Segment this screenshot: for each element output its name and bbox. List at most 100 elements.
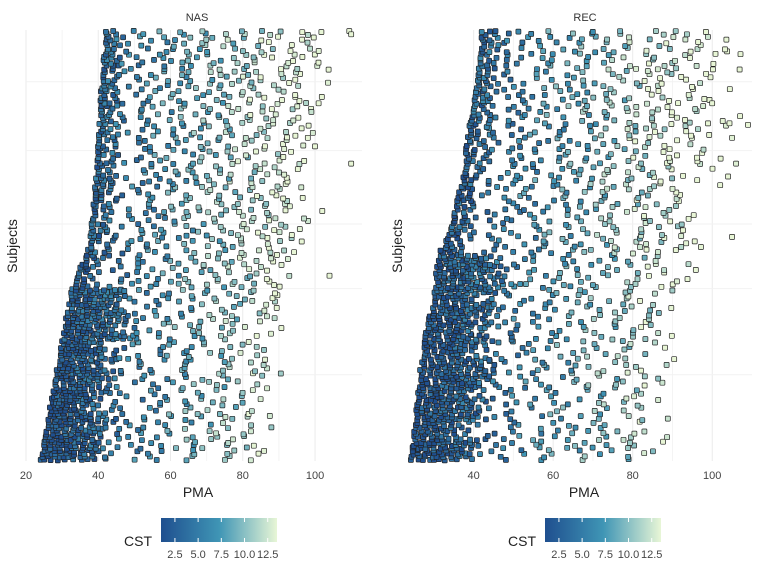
data-point — [646, 134, 653, 140]
data-point — [574, 299, 581, 306]
data-point — [480, 138, 487, 144]
legend-tick-label: 12.5 — [257, 549, 278, 561]
data-point — [179, 59, 186, 66]
data-point — [109, 267, 116, 274]
data-point — [119, 192, 126, 199]
data-point — [129, 341, 136, 348]
data-point — [162, 166, 169, 172]
data-point — [229, 161, 236, 167]
data-point — [512, 307, 519, 314]
data-point — [661, 126, 668, 133]
data-point — [476, 141, 483, 147]
data-point — [229, 415, 236, 422]
data-point — [142, 146, 148, 152]
data-point — [193, 85, 199, 91]
data-point — [268, 424, 275, 431]
data-point — [608, 447, 615, 454]
data-point — [160, 320, 167, 327]
data-point — [480, 301, 487, 307]
data-point — [531, 221, 538, 228]
data-point — [166, 336, 173, 343]
data-point — [97, 395, 104, 402]
data-point — [475, 442, 482, 449]
data-point — [263, 200, 270, 207]
data-point — [509, 392, 515, 399]
data-point — [204, 243, 211, 250]
data-point — [462, 394, 469, 401]
data-point — [111, 375, 118, 382]
data-point — [264, 210, 270, 216]
data-point — [682, 117, 688, 123]
data-point — [199, 184, 205, 190]
data-point — [220, 396, 227, 403]
data-point — [248, 408, 255, 415]
data-point — [534, 117, 540, 124]
data-point — [155, 385, 162, 392]
data-point — [658, 283, 665, 290]
data-point — [243, 226, 250, 233]
data-point — [705, 120, 711, 127]
data-point — [102, 212, 109, 219]
data-point — [638, 226, 645, 233]
data-point — [580, 347, 587, 354]
data-point — [548, 57, 555, 64]
data-point — [125, 40, 131, 47]
data-point — [217, 166, 223, 173]
data-point — [627, 340, 634, 347]
data-point — [641, 78, 648, 84]
data-point — [176, 298, 182, 305]
data-point — [222, 318, 229, 324]
data-point — [263, 115, 270, 122]
data-point — [234, 316, 240, 323]
data-point — [619, 378, 626, 385]
panel-rec: REC Subjects 40 60 80 100 PMA — [389, 12, 752, 500]
data-point — [507, 330, 514, 337]
data-point — [204, 407, 211, 414]
data-point — [596, 437, 602, 443]
data-point — [142, 210, 149, 216]
data-point — [303, 100, 309, 106]
data-point — [197, 134, 203, 141]
data-point — [737, 113, 743, 120]
data-point — [170, 161, 177, 167]
data-point — [192, 258, 199, 265]
data-point — [264, 313, 270, 320]
data-point — [159, 270, 166, 277]
data-point — [100, 255, 106, 261]
data-point — [574, 214, 581, 221]
data-point — [669, 185, 676, 192]
data-point — [683, 128, 690, 135]
data-point — [646, 312, 652, 319]
data-point — [649, 109, 656, 116]
data-point — [532, 177, 539, 184]
data-point — [572, 362, 579, 369]
data-point — [133, 91, 140, 98]
data-point — [541, 92, 548, 98]
data-point — [242, 296, 248, 303]
data-point — [118, 60, 125, 67]
data-point — [622, 43, 629, 49]
data-point — [609, 204, 616, 210]
data-point — [259, 372, 266, 379]
data-point — [169, 91, 176, 97]
data-point — [483, 255, 489, 262]
data-point — [474, 437, 480, 444]
data-point — [190, 129, 197, 136]
x-axis-label-rec: PMA — [569, 484, 600, 500]
data-point — [655, 106, 661, 113]
data-point — [486, 57, 492, 64]
data-point — [546, 316, 552, 323]
data-point — [638, 160, 644, 167]
data-point — [241, 141, 248, 147]
data-point — [249, 197, 256, 204]
data-point — [278, 221, 285, 228]
data-point — [613, 381, 619, 388]
data-point — [136, 287, 142, 293]
data-point — [234, 60, 241, 67]
data-point — [669, 287, 676, 294]
data-point — [621, 308, 628, 314]
data-point — [262, 143, 268, 150]
data-point — [286, 80, 293, 86]
data-point — [109, 134, 116, 141]
data-point — [637, 244, 643, 251]
